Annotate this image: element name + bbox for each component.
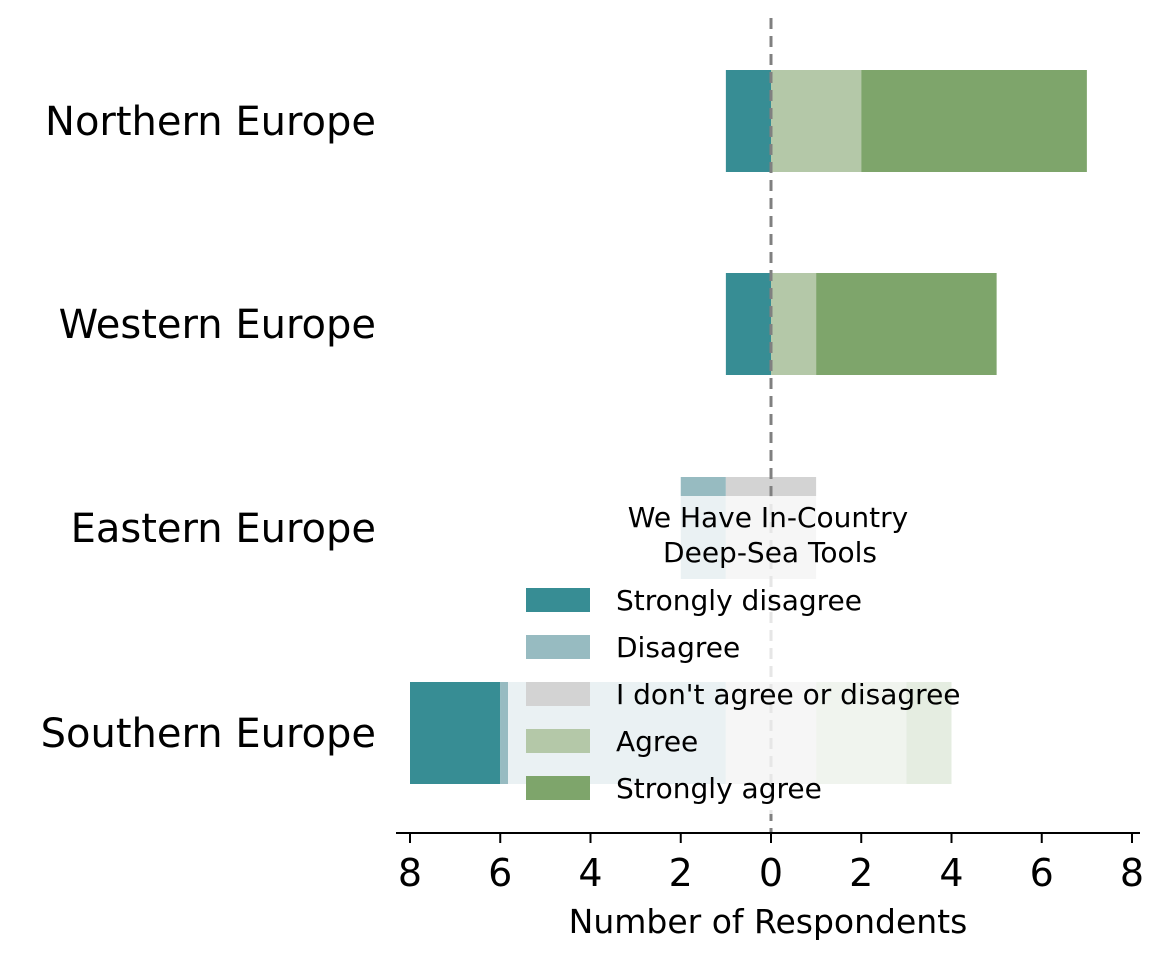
x-tick-label: 4: [578, 851, 602, 895]
legend-swatch: [526, 635, 590, 659]
legend-title-line-1: We Have In-Country: [628, 501, 908, 534]
legend-swatch: [526, 776, 590, 800]
x-tick-label: 2: [849, 851, 873, 895]
x-tick-label: 6: [1030, 851, 1054, 895]
x-tick-label: 8: [398, 851, 422, 895]
legend-title-line-2: Deep-Sea Tools: [663, 536, 877, 569]
legend-background: [508, 496, 1024, 814]
bar-northern-europe-strongly-disagree: [725, 70, 771, 172]
x-tick-label: 4: [939, 851, 963, 895]
legend-label: Strongly agree: [616, 772, 822, 805]
bar-western-europe-strongly-agree: [816, 273, 997, 375]
category-label: Southern Europe: [41, 711, 376, 757]
bar-western-europe-agree: [771, 273, 817, 375]
bar-southern-europe-strongly-disagree: [410, 682, 501, 784]
x-tick-label: 6: [488, 851, 512, 895]
category-label: Eastern Europe: [71, 506, 376, 552]
x-axis-title: Number of Respondents: [569, 902, 968, 941]
legend: We Have In-Country Deep-Sea Tools Strong…: [508, 496, 1024, 814]
legend-label: Disagree: [616, 631, 740, 664]
x-axis: 8 6 4 2 0 2 4 6 8: [396, 832, 1144, 895]
category-labels: Northern Europe Western Europe Eastern Eur…: [41, 99, 376, 757]
legend-label: Agree: [616, 725, 698, 758]
legend-swatch: [526, 729, 590, 753]
category-label: Western Europe: [59, 302, 376, 348]
x-tick-label: 0: [759, 851, 783, 895]
legend-label: Strongly disagree: [616, 584, 862, 617]
x-tick-label: 8: [1120, 851, 1144, 895]
legend-swatch: [526, 588, 590, 612]
legend-swatch: [526, 682, 590, 706]
legend-label: I don't agree or disagree: [616, 678, 961, 711]
x-tick-label: 2: [669, 851, 693, 895]
bar-northern-europe-agree: [771, 70, 862, 172]
legend-items: Strongly disagree Disagree I don't agree o…: [526, 584, 961, 805]
bar-northern-europe-strongly-agree: [861, 70, 1087, 172]
category-label: Northern Europe: [45, 99, 376, 145]
bar-western-europe-strongly-disagree: [725, 273, 771, 375]
